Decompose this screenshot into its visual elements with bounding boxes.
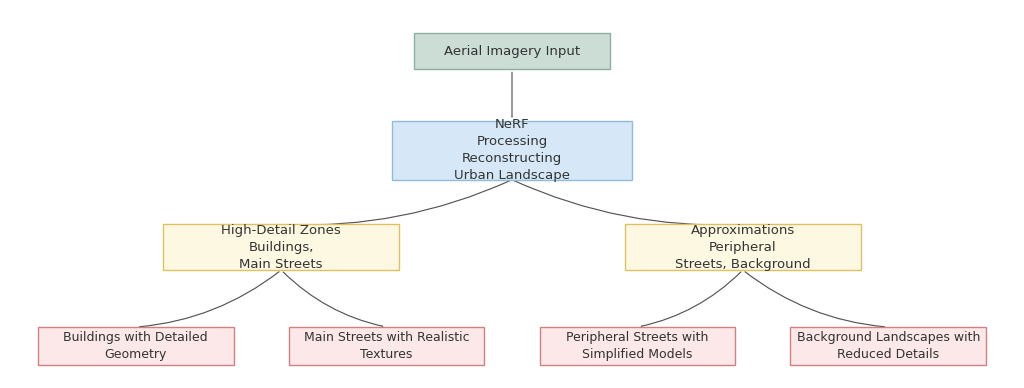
- Text: Main Streets with Realistic
Textures: Main Streets with Realistic Textures: [304, 331, 469, 361]
- Text: NeRF
Processing
Reconstructing
Urban Landscape: NeRF Processing Reconstructing Urban Lan…: [454, 118, 570, 182]
- Text: Peripheral Streets with
Simplified Models: Peripheral Streets with Simplified Model…: [566, 331, 709, 361]
- FancyArrowPatch shape: [284, 272, 383, 326]
- FancyBboxPatch shape: [38, 327, 233, 365]
- FancyBboxPatch shape: [289, 327, 484, 365]
- FancyArrowPatch shape: [514, 181, 738, 225]
- FancyArrowPatch shape: [286, 181, 510, 225]
- FancyBboxPatch shape: [414, 33, 610, 69]
- Text: Approximations
Peripheral
Streets, Background: Approximations Peripheral Streets, Backg…: [675, 224, 811, 271]
- Text: Background Landscapes with
Reduced Details: Background Landscapes with Reduced Detai…: [797, 331, 980, 361]
- FancyArrowPatch shape: [139, 272, 279, 327]
- Text: Aerial Imagery Input: Aerial Imagery Input: [444, 45, 580, 58]
- FancyBboxPatch shape: [163, 224, 399, 270]
- FancyBboxPatch shape: [791, 327, 986, 365]
- FancyBboxPatch shape: [391, 121, 633, 180]
- Text: Buildings with Detailed
Geometry: Buildings with Detailed Geometry: [63, 331, 208, 361]
- FancyBboxPatch shape: [540, 327, 735, 365]
- FancyBboxPatch shape: [625, 224, 861, 270]
- FancyArrowPatch shape: [641, 272, 740, 326]
- Text: High-Detail Zones
Buildings,
Main Streets: High-Detail Zones Buildings, Main Street…: [221, 224, 341, 271]
- FancyArrowPatch shape: [745, 272, 885, 327]
